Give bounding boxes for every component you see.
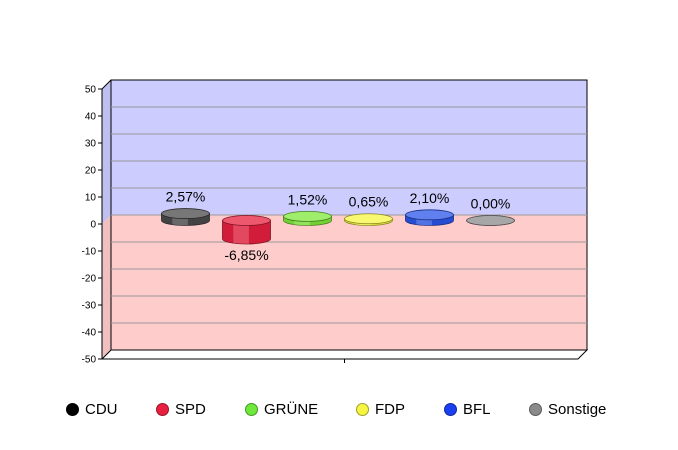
y-tick-label: -40 (82, 328, 97, 339)
legend-marker-cdu (66, 403, 79, 416)
legend-label-fdp: FDP (375, 401, 405, 418)
bar-top (466, 215, 515, 226)
legend-label-sonstige: Sonstige (548, 401, 607, 418)
data-labels: 2,57% -6,85% 1,52% 0,65% 2,10% 0,00% (166, 189, 511, 263)
data-label-sonstige: 0,00% (471, 196, 511, 212)
y-tick-label: 10 (85, 193, 97, 204)
y-tick-label: 40 (85, 112, 97, 123)
floor (100, 349, 589, 360)
legend-item-bfl: BFL (444, 401, 491, 418)
data-label-spd: -6,85% (224, 247, 268, 263)
bar-top (283, 210, 332, 222)
y-tick-label: -50 (82, 355, 97, 366)
y-tick-label: 50 (85, 85, 97, 96)
legend-marker-spd (156, 403, 169, 416)
legend-item-gruene: GRÜNE (245, 401, 318, 418)
y-tick-label: 20 (85, 166, 97, 177)
y-axis: 50 40 30 20 10 0 -10 -20 -30 -40 -50 (82, 85, 345, 366)
bar-bfl (405, 209, 454, 226)
data-label-grüne: 1,52% (288, 191, 328, 207)
bar-top (161, 208, 210, 219)
data-label-cdu: 2,57% (166, 189, 206, 205)
legend-marker-sonstige (529, 403, 542, 416)
legend-label-spd: SPD (175, 401, 206, 418)
legend-item-cdu: CDU (66, 401, 118, 418)
bar-fdp (344, 213, 393, 226)
legend-label-cdu: CDU (85, 401, 118, 418)
negative-region (111, 215, 587, 350)
bars (161, 208, 515, 245)
bar-grüne (283, 210, 332, 226)
y-tick-label: -10 (82, 247, 97, 258)
legend-item-fdp: FDP (356, 401, 405, 418)
bar-spd (222, 215, 271, 245)
data-label-bfl: 2,10% (410, 190, 450, 206)
legend-item-sonstige: Sonstige (529, 401, 606, 418)
data-label-fdp: 0,65% (349, 194, 389, 210)
legend-marker-gruene (245, 403, 258, 416)
legend-marker-bfl (444, 403, 457, 416)
y-tick-label: -30 (82, 301, 97, 312)
bar-top (405, 209, 454, 221)
legend-marker-fdp (356, 403, 369, 416)
bar-highlight (233, 220, 249, 244)
gridlines (111, 106, 587, 324)
wall-edge (101, 79, 112, 90)
bar-cdu (161, 208, 210, 226)
y-tick-label: 30 (85, 139, 97, 150)
side-wall-positive (102, 80, 111, 224)
positive-region (111, 80, 587, 215)
bar-top (344, 213, 393, 225)
legend-label-gruene: GRÜNE (264, 401, 319, 418)
legend-item-spd: SPD (156, 401, 206, 418)
y-tick-label: 0 (90, 220, 96, 231)
side-wall-negative (102, 215, 111, 359)
bar-sonstige (466, 215, 515, 226)
bar-top (222, 215, 271, 226)
legend: CDU SPD GRÜNE FDP BFL Sonstige (66, 401, 666, 421)
y-tick-label: -20 (82, 274, 97, 285)
legend-label-bfl: BFL (463, 401, 491, 418)
